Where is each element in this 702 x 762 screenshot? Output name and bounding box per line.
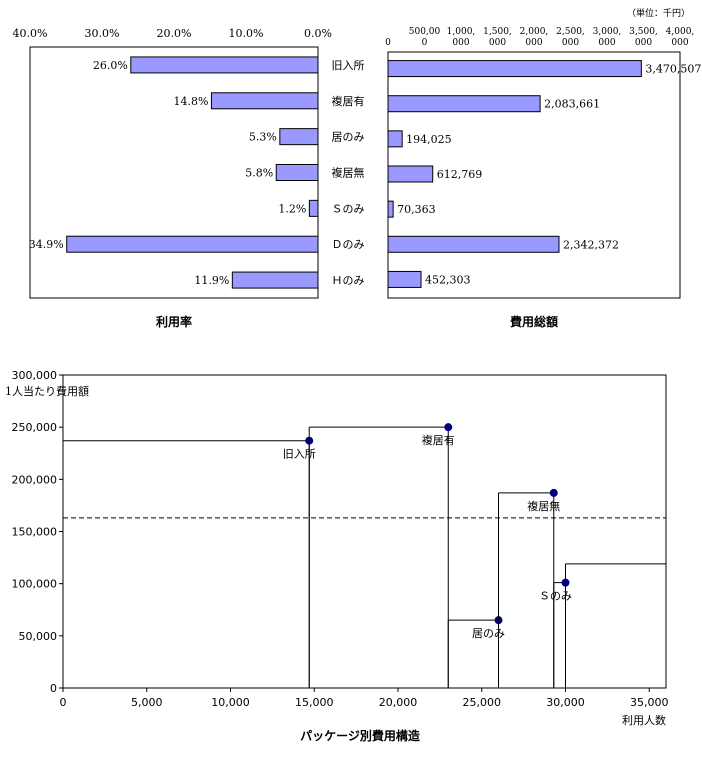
total-cost-tick-label: 000 <box>598 38 615 48</box>
x-tick-label: 5,000 <box>131 696 163 709</box>
total-cost-value-label: 3,470,507 <box>645 63 701 76</box>
segment-label: 複居有 <box>422 433 455 447</box>
category-label: 複居有 <box>332 94 365 108</box>
usage-rate-value-label: 11.9% <box>194 274 229 287</box>
total-cost-value-label: 2,342,372 <box>563 238 619 251</box>
x-tick-label: 20,000 <box>379 696 418 709</box>
total-cost-tick-label: 1,500, <box>483 27 512 37</box>
total-cost-tick-label: 0 <box>385 38 391 48</box>
x-tick-label: 25,000 <box>463 696 502 709</box>
category-label: Ｄのみ <box>332 238 365 251</box>
total-cost-bar <box>387 270 422 288</box>
x-tick-label: 0 <box>60 696 67 709</box>
cost-structure-chart: 0 50,000 100,000 150,000 200,000 250,000 300,0… <box>5 369 669 743</box>
usage-rate-plot-frame <box>29 46 319 299</box>
y-tick-label: 150,000 <box>12 526 58 539</box>
usage-rate-bar <box>210 92 319 110</box>
y-tick-label: 250,000 <box>12 421 58 434</box>
data-point <box>444 423 453 432</box>
x-tick-label: 10,000 <box>211 696 250 709</box>
y-axis-label: 1人当たり費用額 <box>5 384 89 398</box>
usage-rate-value-label: 26.0% <box>93 59 128 72</box>
usage-rate-tick-label: 10.0% <box>229 27 264 40</box>
usage-rate-tick-label: 20.0% <box>157 27 192 40</box>
cost-structure-title: パッケージ別費用構造 <box>300 728 421 743</box>
total-cost-title: 費用総額 <box>510 314 558 329</box>
total-cost-tick-label: 0 <box>422 38 428 48</box>
x-tick-label: 15,000 <box>295 696 334 709</box>
segment-label: 旧入所 <box>283 448 316 461</box>
total-cost-unit-label: （単位：千円） <box>627 7 690 19</box>
total-cost-tick-label: 000 <box>525 38 542 48</box>
total-cost-value-label: 194,025 <box>406 133 452 146</box>
usage-rate-tick-label: 0.0% <box>304 27 332 40</box>
segment-label: Ｓのみ <box>539 590 572 603</box>
usage-rate-value-label: 5.3% <box>249 131 277 144</box>
total-cost-tick-label: 000 <box>635 38 652 48</box>
total-cost-value-label: 452,303 <box>425 273 471 286</box>
total-cost-value-label: 70,363 <box>397 203 436 216</box>
cost-structure-plot-frame <box>62 374 667 689</box>
y-tick-label: 100,000 <box>12 578 58 591</box>
total-cost-tick-label: 000 <box>562 38 579 48</box>
data-point <box>549 488 558 497</box>
usage-rate-title: 利用率 <box>156 314 192 329</box>
category-label: 居のみ <box>332 131 365 144</box>
usage-rate-bar <box>308 199 319 217</box>
usage-rate-tick-label: 40.0% <box>13 27 48 40</box>
total-cost-chart: （単位：千円）0500,0001,000,0001,500,0002,000,0… <box>385 7 701 329</box>
total-cost-value-label: 612,769 <box>437 168 483 181</box>
usage-rate-bar <box>279 128 319 146</box>
usage-rate-tick-label: 30.0% <box>85 27 120 40</box>
total-cost-tick-label: 3,500, <box>629 27 658 37</box>
y-tick-label: 300,000 <box>12 369 58 382</box>
usage-rate-bar <box>275 164 319 181</box>
usage-rate-value-label: 14.8% <box>173 95 208 108</box>
segment-label: 居のみ <box>472 627 505 640</box>
category-label: Ｈのみ <box>332 274 365 287</box>
x-tick-label: 35,000 <box>630 696 669 709</box>
x-axis-label: 利用人数 <box>622 714 666 727</box>
total-cost-tick-label: 000 <box>489 38 506 48</box>
total-cost-tick-label: 500,00 <box>409 27 441 37</box>
usage-rate-bar <box>231 271 319 289</box>
usage-rate-value-label: 1.2% <box>278 202 306 215</box>
total-cost-bar <box>387 60 642 78</box>
total-cost-bar <box>387 95 541 113</box>
usage-rate-value-label: 34.9% <box>29 238 64 251</box>
category-label: 旧入所 <box>332 59 365 72</box>
segment-label: 複居無 <box>527 499 560 513</box>
y-tick-label: 200,000 <box>12 473 58 486</box>
total-cost-tick-label: 2,500, <box>556 27 585 37</box>
x-tick-label: 30,000 <box>546 696 585 709</box>
y-tick-label: 0 <box>50 682 57 695</box>
total-cost-bar <box>387 200 394 218</box>
category-label: Ｓのみ <box>332 202 365 215</box>
total-cost-tick-label: 4,000, <box>666 27 695 37</box>
total-cost-tick-label: 3,000, <box>593 27 622 37</box>
y-tick-label: 50,000 <box>19 630 58 643</box>
total-cost-value-label: 2,083,661 <box>544 98 600 111</box>
total-cost-tick-label: 2,000, <box>520 27 549 37</box>
usage-rate-bar <box>66 235 319 253</box>
category-label: 複居無 <box>332 166 365 180</box>
total-cost-bar <box>387 130 403 148</box>
usage-rate-chart: 40.0% 30.0% 20.0% 10.0% 0.0% 26.0% 旧入所 14.8% 複居有… <box>13 27 365 329</box>
usage-rate-bar <box>130 56 319 74</box>
usage-rate-value-label: 5.8% <box>245 167 273 180</box>
total-cost-tick-label: 000 <box>671 38 688 48</box>
total-cost-tick-label: 000 <box>452 38 469 48</box>
total-cost-bar <box>387 165 434 183</box>
total-cost-tick-label: 1,000, <box>447 27 476 37</box>
total-cost-bar <box>387 235 560 253</box>
